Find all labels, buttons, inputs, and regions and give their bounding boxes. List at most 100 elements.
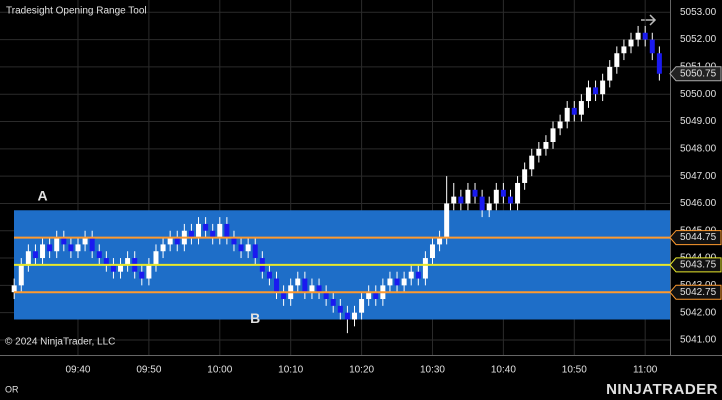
candle-body — [444, 203, 450, 238]
x-tick-label: 10:30 — [420, 365, 445, 376]
x-tick-label: 10:40 — [491, 365, 516, 376]
candle-body — [174, 237, 180, 245]
last-price-label: 5050.75 — [680, 68, 717, 79]
candle-body — [642, 32, 648, 40]
candle-body — [366, 292, 372, 300]
candle-body — [75, 244, 81, 252]
candle-body — [11, 285, 17, 293]
candle-body — [571, 107, 577, 115]
candle-body — [422, 258, 428, 279]
candle-body — [125, 258, 131, 265]
copyright: © 2024 NinjaTrader, LLC — [5, 337, 115, 348]
candle-body — [465, 189, 471, 204]
candle-body — [479, 196, 485, 211]
candle-body — [564, 107, 570, 122]
candle-body — [585, 87, 591, 102]
candle-body — [196, 223, 202, 238]
candle-body — [536, 148, 542, 156]
candle-body — [344, 312, 350, 320]
x-tick-label: 09:50 — [136, 365, 161, 376]
footer-label: OR — [5, 384, 19, 394]
y-tick-label: 5041.00 — [680, 335, 717, 346]
candle-body — [54, 237, 60, 252]
candle-body — [118, 264, 124, 272]
candle-body — [153, 251, 159, 265]
candle-body — [543, 142, 549, 149]
candle-body — [217, 223, 223, 238]
y-tick-label: 5042.00 — [680, 307, 717, 318]
candle-body — [550, 128, 556, 142]
candle-body — [309, 285, 315, 293]
candle-body — [323, 292, 329, 300]
candle-body — [32, 251, 38, 259]
candle-body — [359, 299, 365, 313]
candle-body — [621, 46, 627, 54]
candle-body — [607, 66, 613, 81]
candle-body — [231, 237, 237, 245]
candle-body — [394, 278, 400, 286]
scroll-icon[interactable] — [641, 14, 657, 26]
candle-body — [281, 292, 287, 300]
level-marker — [669, 230, 722, 246]
candle-body — [245, 244, 251, 252]
candle-body — [210, 230, 216, 238]
candle-body — [486, 203, 492, 211]
candle-body — [274, 278, 280, 293]
y-tick-label: 5049.00 — [680, 116, 717, 127]
candle-body — [522, 169, 528, 183]
candle-body — [266, 271, 272, 279]
candle-body — [649, 39, 655, 54]
y-tick-label: 5050.00 — [680, 89, 717, 100]
candle-body — [82, 237, 88, 245]
candle-body — [507, 196, 513, 204]
chart-title: Tradesight Opening Range Tool — [6, 6, 147, 17]
candle-body — [351, 312, 357, 320]
candle-body — [224, 223, 230, 238]
candle-body — [593, 87, 599, 95]
candle-body — [40, 244, 46, 259]
candle-body — [415, 271, 421, 279]
candle-body — [437, 237, 443, 245]
y-tick-label: 5052.00 — [680, 34, 717, 45]
last-price-marker — [669, 66, 722, 82]
candle-body — [429, 244, 435, 259]
candle-body — [500, 189, 506, 197]
candle-body — [47, 244, 53, 252]
annotation: B — [250, 310, 260, 326]
y-tick-label: 5046.00 — [680, 198, 717, 209]
candle-body — [614, 53, 620, 67]
annotation: A — [37, 187, 47, 203]
candle-body — [146, 264, 152, 279]
candle-body — [656, 53, 662, 74]
candle-body — [635, 32, 641, 40]
candle-body — [493, 189, 499, 204]
candle-body — [600, 80, 606, 95]
x-tick-label: 10:20 — [349, 365, 374, 376]
candle-body — [252, 244, 258, 259]
x-tick-label: 10:00 — [207, 365, 232, 376]
candle-body — [295, 278, 301, 286]
candle-body — [330, 299, 336, 306]
x-tick-label: 11:00 — [633, 365, 658, 376]
candle-body — [529, 155, 535, 170]
candle-body — [203, 223, 209, 231]
candle-body — [472, 189, 478, 197]
candle-body — [18, 264, 24, 286]
candle-body — [458, 196, 464, 204]
candle-body — [401, 278, 407, 286]
candle-body — [373, 292, 379, 300]
candle-body — [61, 237, 67, 245]
level-marker — [669, 284, 722, 300]
candle-body — [68, 244, 74, 252]
y-tick-label: 5048.00 — [680, 143, 717, 154]
x-tick-label: 10:50 — [562, 365, 587, 376]
candle-body — [96, 251, 102, 259]
candle-body — [515, 182, 521, 204]
candle-body — [167, 237, 173, 245]
x-tick-label: 09:40 — [65, 365, 90, 376]
candle-body — [25, 251, 31, 265]
candle-body — [110, 264, 116, 272]
candle-body — [103, 258, 109, 265]
y-tick-label: 5047.00 — [680, 171, 717, 182]
